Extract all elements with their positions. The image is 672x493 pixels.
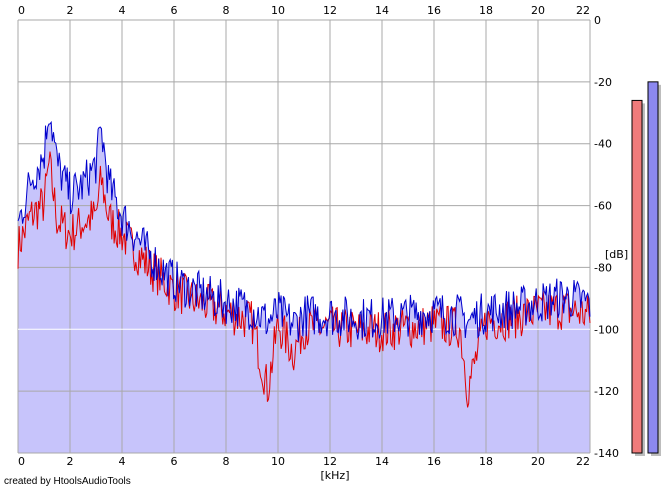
series-line-2 bbox=[17, 120, 591, 342]
x-tick-label-top: 0 bbox=[18, 4, 25, 17]
y-tick-label: -60 bbox=[594, 200, 612, 213]
x-tick-label-bottom: 18 bbox=[479, 455, 493, 468]
axis-tick-labels: 002244668810101212141416161818202022220-… bbox=[18, 4, 619, 468]
x-tick-label-top: 12 bbox=[323, 4, 337, 17]
spectrum-series bbox=[17, 120, 591, 408]
x-tick-label-bottom: 2 bbox=[67, 455, 74, 468]
x-tick-label-top: 6 bbox=[171, 4, 178, 17]
x-tick-label-bottom: 8 bbox=[223, 455, 230, 468]
x-tick-label-top: 16 bbox=[427, 4, 441, 17]
x-tick-label-top: 18 bbox=[479, 4, 493, 17]
x-tick-label-bottom: 20 bbox=[531, 455, 545, 468]
y-tick-label: -20 bbox=[594, 76, 612, 89]
x-tick-label-bottom: 6 bbox=[171, 455, 178, 468]
x-tick-label-top: 8 bbox=[223, 4, 230, 17]
spectrum-area-fill bbox=[18, 122, 590, 454]
y-tick-label: -140 bbox=[594, 447, 619, 460]
x-tick-label-bottom: 22 bbox=[576, 455, 590, 468]
x-tick-label-top: 14 bbox=[375, 4, 389, 17]
level-meter-bar bbox=[631, 99, 643, 454]
x-tick-label-bottom: 14 bbox=[375, 455, 389, 468]
credit-text: created by HtoolsAudioTools bbox=[4, 476, 131, 487]
x-tick-label-top: 2 bbox=[67, 4, 74, 17]
level-meter-bar bbox=[647, 81, 659, 454]
x-tick-label-top: 10 bbox=[271, 4, 285, 17]
x-tick-label-bottom: 16 bbox=[427, 455, 441, 468]
y-axis-label: [dB] bbox=[605, 248, 628, 261]
x-tick-label-bottom: 0 bbox=[18, 455, 25, 468]
x-tick-label-bottom: 4 bbox=[119, 455, 126, 468]
x-tick-label-bottom: 10 bbox=[271, 455, 285, 468]
series-line-1 bbox=[17, 151, 591, 408]
y-tick-label: -80 bbox=[594, 261, 612, 274]
x-axis-label: [kHz] bbox=[321, 469, 350, 482]
y-tick-label: -40 bbox=[594, 138, 612, 151]
x-tick-label-top: 20 bbox=[531, 4, 545, 17]
x-tick-label-bottom: 12 bbox=[323, 455, 337, 468]
y-tick-label: -120 bbox=[594, 385, 619, 398]
y-tick-label: 0 bbox=[594, 14, 601, 27]
level-meters bbox=[631, 81, 661, 457]
y-tick-label: -100 bbox=[594, 323, 619, 336]
x-tick-label-top: 22 bbox=[576, 4, 590, 17]
x-tick-label-top: 4 bbox=[119, 4, 126, 17]
spectrum-fill bbox=[18, 122, 590, 454]
